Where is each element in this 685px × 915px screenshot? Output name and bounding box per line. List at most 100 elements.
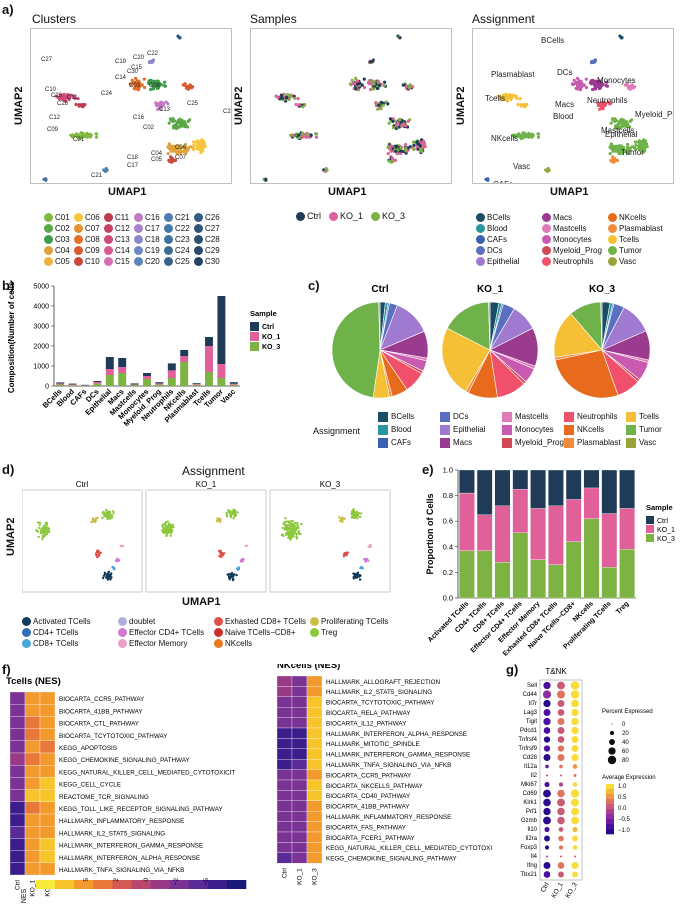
pie-legend-item: Blood bbox=[378, 423, 440, 436]
cluster-point bbox=[174, 144, 179, 148]
cluster-point bbox=[179, 146, 183, 150]
tnk-point bbox=[43, 524, 46, 527]
assignment-legend-swatch bbox=[542, 235, 551, 244]
dotplot-dot bbox=[572, 764, 578, 769]
n-heat-cell bbox=[291, 707, 308, 718]
pie-legend-label: Plasmablast bbox=[577, 438, 621, 447]
tnk-point bbox=[284, 517, 287, 520]
b-bar-segment bbox=[68, 385, 77, 386]
tnk-point bbox=[292, 534, 295, 538]
assignment-map-label: Macs bbox=[555, 100, 574, 109]
tnk-legend-swatch bbox=[310, 617, 319, 626]
b-bar-segment bbox=[68, 384, 77, 386]
assignment-legend-item: Mastcells bbox=[542, 223, 608, 234]
cluster-legend-item: C20 bbox=[134, 256, 164, 267]
cluster-legend-swatch bbox=[164, 257, 173, 266]
e-legend-swatch bbox=[646, 534, 654, 542]
t-heat-cell bbox=[9, 850, 26, 863]
tnk-point bbox=[110, 516, 114, 519]
pie-legend-item: Vasc bbox=[626, 436, 685, 449]
dotplot-dot bbox=[572, 835, 578, 842]
sample-point bbox=[297, 136, 301, 140]
n-heat-cell bbox=[306, 707, 323, 718]
tnk-point bbox=[226, 515, 229, 518]
tnk-point bbox=[341, 520, 344, 524]
tnk-point bbox=[290, 523, 293, 526]
b-bar-segment bbox=[105, 375, 114, 386]
cluster-legend-swatch bbox=[104, 246, 113, 255]
panel-e-letter: e) bbox=[422, 462, 434, 477]
cluster-legend-label: C01 bbox=[55, 213, 70, 222]
assignment-legend-item: Myeloid_Prog bbox=[542, 245, 608, 256]
tnk-point bbox=[236, 511, 239, 514]
t-heat-cell bbox=[39, 838, 56, 851]
cluster-point bbox=[167, 159, 171, 163]
n-heat-cell bbox=[306, 696, 323, 708]
dotplot-dot bbox=[571, 726, 579, 735]
cluster-point bbox=[191, 85, 195, 89]
assignment-point bbox=[511, 133, 515, 137]
n-heat-cell bbox=[306, 727, 323, 739]
tnk-point bbox=[360, 566, 363, 570]
cluster-legend-swatch bbox=[164, 246, 173, 255]
cluster-point bbox=[163, 80, 167, 84]
sample-point bbox=[383, 80, 387, 84]
assignment-point bbox=[593, 87, 597, 91]
tnk-point bbox=[282, 534, 285, 538]
assignment-point bbox=[519, 133, 523, 137]
dotplot-gene-label: Tigit bbox=[526, 719, 537, 725]
tnk-point bbox=[283, 528, 286, 531]
tnk-legend-label: NKcells bbox=[225, 639, 253, 648]
dotplot-gene-label: Klrk1 bbox=[523, 800, 537, 806]
assignment-legend-label: Epithelial bbox=[487, 257, 520, 266]
dotplot-dot bbox=[573, 774, 577, 777]
cluster-legend-swatch bbox=[44, 246, 53, 255]
t-heat-cell bbox=[39, 765, 56, 778]
pie-legend-swatch bbox=[440, 437, 450, 448]
cluster-point bbox=[177, 125, 181, 129]
cluster-point bbox=[81, 131, 85, 135]
assignment-legend-item: Neutrophils bbox=[542, 256, 608, 267]
cluster-legend-swatch bbox=[134, 224, 143, 233]
assignment-point bbox=[537, 132, 541, 136]
n-heat-cell bbox=[276, 800, 293, 812]
dotplot-dot bbox=[543, 789, 551, 798]
e-y-tick-label: 0.4 bbox=[443, 542, 453, 551]
pie-legend-item: Monocytes bbox=[502, 423, 564, 436]
sample-point bbox=[394, 144, 399, 148]
tnk-point bbox=[354, 576, 357, 579]
tnk-point bbox=[166, 520, 169, 523]
tnk-point bbox=[292, 529, 296, 533]
assignment-legend-swatch bbox=[476, 246, 485, 255]
cluster-point bbox=[77, 103, 81, 107]
cluster-legend-swatch bbox=[104, 224, 113, 233]
e-legend-swatch bbox=[646, 516, 654, 524]
tnk-point bbox=[103, 571, 107, 574]
assignment-point bbox=[643, 145, 647, 149]
sample-point bbox=[420, 149, 424, 153]
assignment-legend-swatch bbox=[542, 246, 551, 255]
sample-point bbox=[377, 103, 381, 107]
b-bar-segment bbox=[143, 379, 151, 386]
b-bar-segment bbox=[229, 384, 238, 386]
cluster-map-label: C20 bbox=[133, 55, 145, 61]
color-legend-label: 0.5 bbox=[618, 795, 627, 801]
cluster-legend-item: C14 bbox=[104, 245, 134, 256]
tnk-point bbox=[106, 578, 110, 581]
sample-point bbox=[387, 121, 391, 125]
cluster-point bbox=[149, 78, 153, 82]
tnk-facet-frame bbox=[145, 489, 267, 593]
tnk-point bbox=[111, 565, 114, 569]
assignment-point bbox=[525, 103, 529, 107]
n-heat-cell bbox=[291, 696, 308, 708]
size-legend-label: 80 bbox=[622, 758, 629, 764]
sample-point bbox=[325, 168, 329, 172]
nes-colorbar-segment bbox=[93, 880, 113, 889]
sample-point bbox=[354, 76, 358, 80]
n-heat-cell bbox=[276, 717, 293, 729]
dotplot-dot bbox=[559, 764, 563, 769]
dotplot-dot bbox=[570, 681, 580, 690]
cluster-legend-item: C08 bbox=[74, 234, 104, 245]
dotplot-dot bbox=[573, 855, 577, 858]
b-bar-segment bbox=[93, 381, 102, 382]
